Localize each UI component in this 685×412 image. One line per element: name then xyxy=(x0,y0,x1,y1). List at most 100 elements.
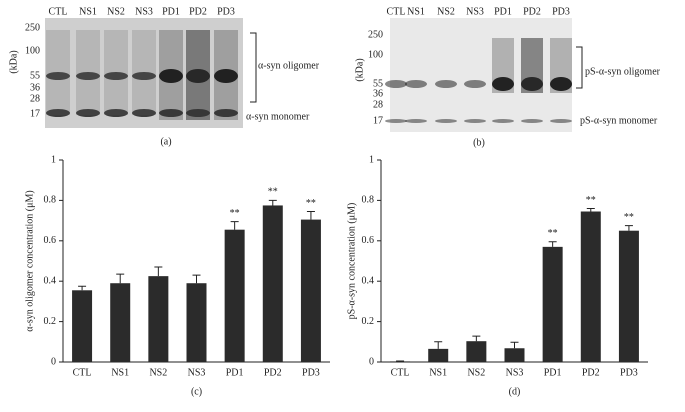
band xyxy=(435,119,457,123)
y-axis-label: α-syn oligomer concentration (μM) xyxy=(24,190,35,331)
x-tick-label: NS3 xyxy=(506,367,524,378)
band xyxy=(46,109,70,117)
band xyxy=(104,109,128,117)
bar xyxy=(224,229,245,362)
y-tick-label: 0.6 xyxy=(362,235,375,246)
significance: ** xyxy=(586,195,596,206)
band xyxy=(76,72,100,80)
error-bar xyxy=(154,266,163,277)
band xyxy=(104,72,128,80)
smear xyxy=(46,30,70,115)
marker-label: 36 xyxy=(30,82,40,93)
lane-label: PD1 xyxy=(162,6,180,17)
marker-label: 28 xyxy=(30,93,40,104)
x-tick-label: PD2 xyxy=(264,367,282,378)
y-tick-label: 0.4 xyxy=(362,275,375,286)
significance: ** xyxy=(624,212,634,223)
band xyxy=(405,119,427,123)
error-bar xyxy=(548,241,557,247)
unit-label: (kDa) xyxy=(8,50,19,73)
x-tick-label: CTL xyxy=(391,367,410,378)
band xyxy=(159,109,183,117)
band xyxy=(550,119,572,123)
band xyxy=(492,77,514,91)
band xyxy=(385,80,407,88)
smear xyxy=(132,30,156,115)
bar xyxy=(618,230,639,362)
x-tick-label: PD2 xyxy=(582,367,600,378)
lane-label: CTL xyxy=(387,6,406,17)
bar xyxy=(186,283,207,362)
lane-label: PD2 xyxy=(523,6,541,17)
bracket xyxy=(576,46,583,89)
bar xyxy=(542,246,563,362)
error-bar xyxy=(472,335,481,342)
lane-label: NS3 xyxy=(135,6,153,17)
y-tick-label: 0.8 xyxy=(362,195,375,206)
band xyxy=(214,109,238,117)
band-label: α-syn monomer xyxy=(246,111,310,122)
x-tick-label: NS3 xyxy=(188,367,206,378)
x-tick-label: NS1 xyxy=(429,367,447,378)
smear xyxy=(492,38,514,93)
bar xyxy=(148,276,169,362)
band xyxy=(464,119,486,123)
lane-label: NS3 xyxy=(466,6,484,17)
x-tick-label: NS2 xyxy=(467,367,485,378)
significance: ** xyxy=(230,208,240,219)
smear xyxy=(104,30,128,115)
significance: ** xyxy=(548,228,558,239)
lane-label: PD3 xyxy=(217,6,235,17)
error-bar xyxy=(586,207,595,212)
significance: ** xyxy=(268,187,278,198)
y-tick-label: 0 xyxy=(369,356,374,367)
marker-label: 17 xyxy=(30,108,40,119)
y-tick-label: 0.2 xyxy=(44,316,57,327)
band xyxy=(159,69,183,83)
caption: (b) xyxy=(473,137,485,148)
band xyxy=(46,72,70,80)
smear xyxy=(186,30,210,120)
bar xyxy=(466,341,487,362)
lane-label: NS1 xyxy=(79,6,97,17)
blot-image xyxy=(390,18,572,132)
marker-label: 100 xyxy=(25,45,40,56)
error-bar xyxy=(306,211,315,220)
marker-label: 250 xyxy=(25,22,40,33)
band xyxy=(76,109,100,117)
error-bar xyxy=(192,274,201,284)
y-tick-label: 0.8 xyxy=(44,195,57,206)
lane-label: NS2 xyxy=(107,6,125,17)
y-axis-label: pS-α-syn concentration (μM) xyxy=(346,203,357,320)
smear xyxy=(550,38,572,93)
band xyxy=(492,119,514,123)
smear xyxy=(159,30,183,120)
significance: ** xyxy=(306,198,316,209)
lane-label: CTL xyxy=(49,6,68,17)
lane-label: NS1 xyxy=(407,6,425,17)
marker-label: 17 xyxy=(373,115,383,126)
smear xyxy=(76,30,100,115)
unit-label: (kDa) xyxy=(354,58,365,81)
y-tick-label: 1 xyxy=(369,154,374,165)
marker-label: 250 xyxy=(368,29,383,40)
bar xyxy=(504,348,525,362)
bar xyxy=(390,361,411,362)
error-bar xyxy=(268,199,277,206)
smear xyxy=(214,30,238,120)
y-tick-label: 0.4 xyxy=(44,275,57,286)
band xyxy=(132,72,156,80)
marker-label: 55 xyxy=(30,70,40,81)
band-label: α-syn oligomer xyxy=(258,60,320,71)
bar xyxy=(300,219,321,362)
lane-label: PD2 xyxy=(189,6,207,17)
marker-label: 55 xyxy=(373,78,383,89)
caption: (a) xyxy=(160,136,171,147)
band xyxy=(385,119,407,123)
bar xyxy=(262,205,283,362)
x-tick-label: NS2 xyxy=(149,367,167,378)
error-bar xyxy=(510,341,519,349)
marker-label: 28 xyxy=(373,99,383,110)
error-bar xyxy=(624,225,633,231)
y-tick-label: 0.6 xyxy=(44,235,57,246)
